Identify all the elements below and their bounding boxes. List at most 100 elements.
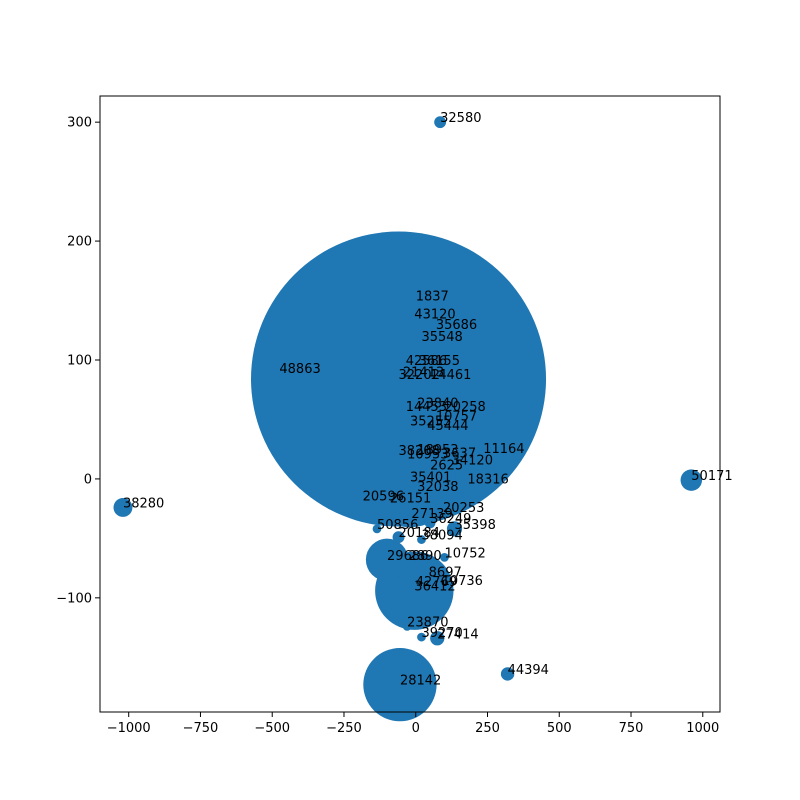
- point-marker: [431, 324, 441, 334]
- point-label: 10953: [407, 448, 448, 463]
- point-marker: [417, 336, 426, 346]
- point-label: 32038: [417, 480, 458, 495]
- point-label: 20596: [363, 489, 404, 504]
- point-label: 44394: [508, 663, 549, 678]
- y-tick-label: −100: [56, 591, 92, 606]
- point-label: 1837: [416, 290, 449, 305]
- point-marker: [425, 373, 436, 385]
- point-label: 10736: [442, 574, 483, 589]
- x-tick-label: −1000: [107, 721, 151, 736]
- point-marker: [440, 553, 449, 562]
- point-label: 18953: [417, 443, 458, 458]
- point-label: 20258: [444, 400, 485, 415]
- point-marker: [425, 465, 435, 474]
- point-label: 8697: [429, 565, 462, 580]
- point-label: 10752: [444, 546, 485, 561]
- point-label: 35401: [410, 470, 451, 485]
- point-marker: [411, 296, 421, 305]
- point-marker: [440, 406, 449, 416]
- point-marker: [365, 538, 409, 581]
- point-label: 38280: [123, 496, 164, 511]
- x-tick-label: 0: [412, 721, 420, 736]
- point-label: 29686: [387, 549, 428, 564]
- point-marker: [500, 667, 515, 681]
- point-marker: [394, 450, 403, 460]
- point-marker: [398, 372, 408, 382]
- point-marker: [447, 460, 457, 470]
- point-marker: [402, 621, 412, 631]
- point-label: 21413: [403, 366, 444, 381]
- point-label: 20184: [399, 526, 440, 541]
- point-labels: 3258018374312035686355484886342586361552…: [123, 111, 733, 688]
- point-label: 35255: [410, 414, 451, 429]
- point-marker: [401, 406, 411, 416]
- point-marker: [372, 524, 382, 534]
- x-axis: −1000 −750 −500 −250 0 250 500 750 1000: [107, 712, 719, 736]
- point-marker: [275, 368, 284, 378]
- point-marker: [430, 631, 445, 646]
- point-marker: [401, 360, 411, 370]
- point-marker: [437, 580, 446, 590]
- point-label: 35686: [436, 318, 477, 333]
- point-marker: [385, 498, 395, 508]
- point-marker: [251, 231, 547, 527]
- point-label: 39270: [421, 626, 462, 641]
- y-tick-label: 100: [67, 354, 92, 369]
- point-marker: [363, 647, 437, 722]
- x-tick-label: 750: [619, 721, 644, 736]
- y-tick-label: 200: [67, 235, 92, 250]
- point-markers: [113, 116, 703, 722]
- point-label: 14461: [430, 368, 471, 383]
- point-marker: [412, 449, 422, 459]
- point-marker: [438, 507, 448, 517]
- y-tick-label: 0: [84, 472, 92, 487]
- x-tick-label: 500: [547, 721, 572, 736]
- point-label: 32580: [440, 111, 481, 126]
- point-label: 42769: [416, 575, 457, 590]
- point-marker: [479, 448, 488, 457]
- point-label: 35548: [421, 330, 462, 345]
- point-marker: [407, 513, 416, 523]
- x-tick-label: −250: [326, 721, 362, 736]
- point-marker: [680, 469, 703, 491]
- point-marker: [422, 425, 432, 435]
- point-marker: [401, 552, 416, 567]
- point-marker: [456, 472, 479, 495]
- point-marker: [438, 453, 448, 462]
- x-tick-label: −500: [254, 721, 290, 736]
- point-marker: [424, 517, 436, 529]
- point-label: 23840: [417, 397, 458, 412]
- plot-frame: [99, 95, 721, 713]
- point-marker: [431, 416, 441, 426]
- point-label: 36155: [419, 354, 460, 369]
- point-marker: [417, 535, 426, 544]
- point-label: 32202: [399, 368, 440, 383]
- point-marker: [434, 116, 447, 129]
- point-marker: [113, 497, 133, 517]
- point-marker: [412, 486, 422, 496]
- point-label: 42586: [406, 354, 447, 369]
- point-marker: [355, 493, 370, 508]
- point-label: 23870: [407, 615, 448, 630]
- point-label: 28142: [400, 674, 441, 689]
- x-tick-label: 1000: [686, 721, 719, 736]
- point-marker: [405, 421, 415, 430]
- point-label: 26151: [390, 492, 431, 507]
- x-tick-label: −750: [183, 721, 219, 736]
- x-tick-label: 250: [475, 721, 500, 736]
- point-label: 38094: [421, 529, 462, 544]
- point-label: 48863: [279, 362, 320, 377]
- point-label: 35398: [454, 518, 495, 533]
- point-marker: [409, 313, 419, 323]
- point-label: 14453: [406, 400, 447, 415]
- point-label: 18316: [467, 473, 508, 488]
- point-label: 27414: [437, 627, 478, 642]
- point-label: 38208: [399, 444, 440, 459]
- point-marker: [422, 570, 435, 583]
- point-label: 11164: [483, 442, 524, 457]
- point-marker: [402, 454, 412, 464]
- point-marker: [446, 521, 463, 537]
- point-label: 50856: [377, 518, 418, 533]
- y-axis: −100 0 100 200 300: [56, 116, 100, 606]
